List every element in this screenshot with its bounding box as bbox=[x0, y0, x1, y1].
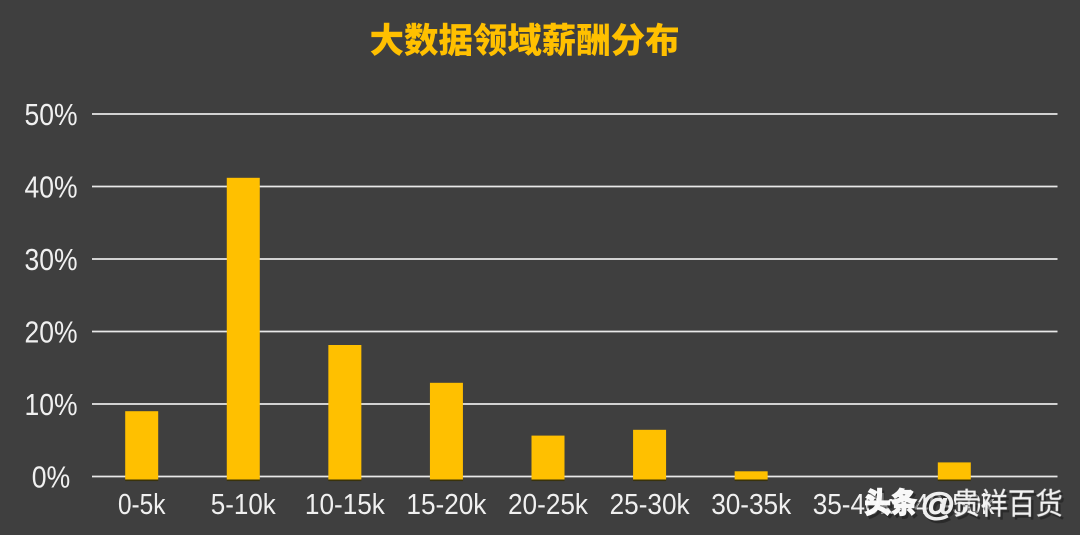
svg-text:20-25k: 20-25k bbox=[508, 489, 588, 521]
svg-text:30%: 30% bbox=[25, 242, 78, 277]
svg-text:25-30k: 25-30k bbox=[610, 489, 690, 521]
svg-text:50%: 50% bbox=[25, 97, 78, 132]
svg-text:20%: 20% bbox=[25, 315, 78, 350]
svg-text:15-20k: 15-20k bbox=[406, 489, 486, 521]
svg-text:10-15k: 10-15k bbox=[305, 489, 385, 521]
svg-text:10%: 10% bbox=[25, 387, 78, 422]
svg-text:5-10k: 5-10k bbox=[211, 489, 276, 521]
svg-text:0%: 0% bbox=[32, 460, 71, 495]
svg-text:30-35k: 30-35k bbox=[711, 489, 791, 521]
svg-text:40%: 40% bbox=[25, 170, 78, 205]
svg-text:0-5k: 0-5k bbox=[118, 489, 166, 521]
